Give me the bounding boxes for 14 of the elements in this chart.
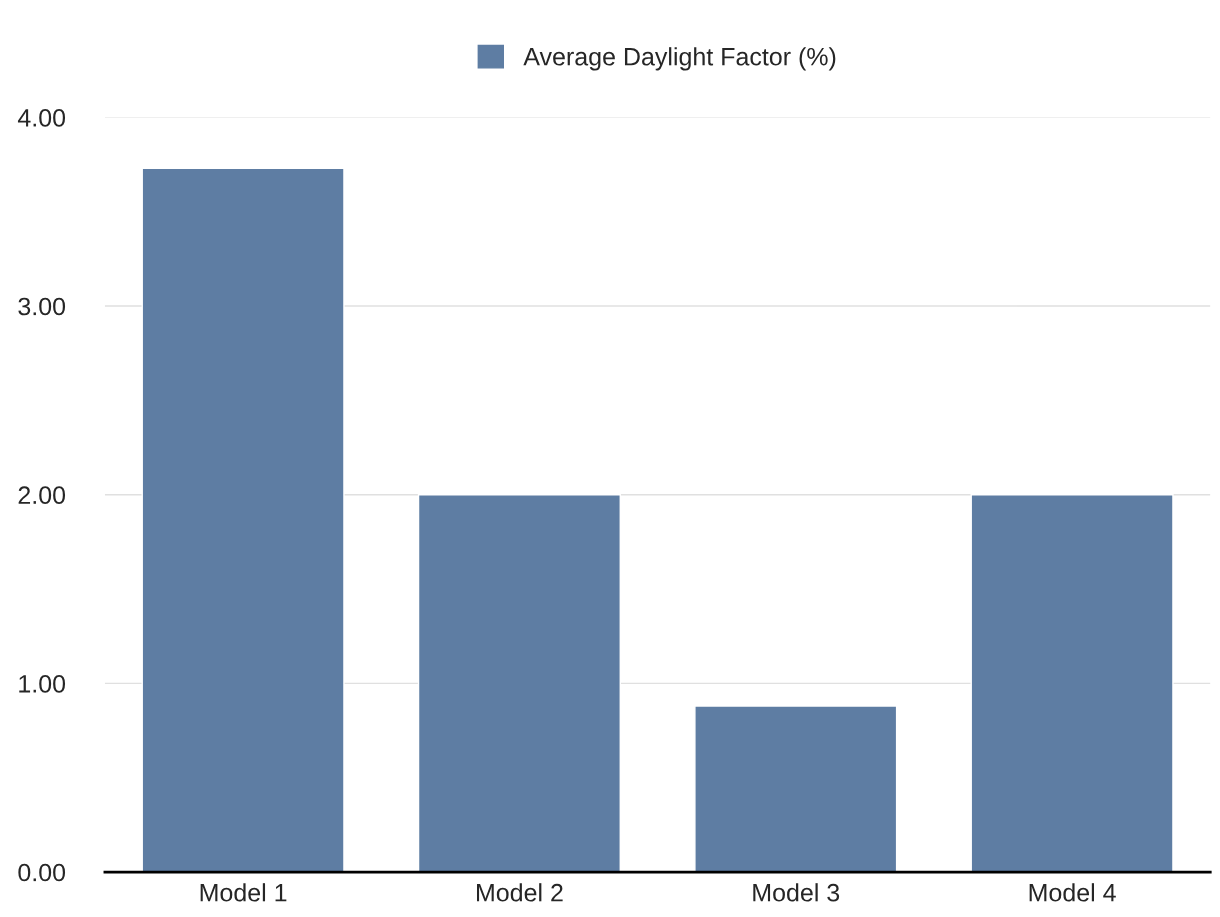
x-tick-label: Model 1 (200, 883, 287, 902)
bar (417, 494, 621, 873)
x-tick-label: Model 4 (1029, 883, 1116, 902)
x-tick-label: Model 2 (477, 883, 563, 902)
bar (141, 167, 345, 873)
y-tick-label: 0.00 (18, 863, 66, 882)
legend-label: Average Daylight Factor (%) (523, 47, 836, 71)
bar (694, 705, 898, 873)
bar (970, 494, 1174, 873)
y-tick-label: 3.00 (18, 297, 66, 316)
y-tick-label: 1.00 (19, 675, 66, 693)
y-tick-label: 2.00 (18, 486, 66, 505)
y-tick-label: 4.00 (17, 108, 66, 127)
x-tick-label: Model 3 (753, 883, 840, 902)
